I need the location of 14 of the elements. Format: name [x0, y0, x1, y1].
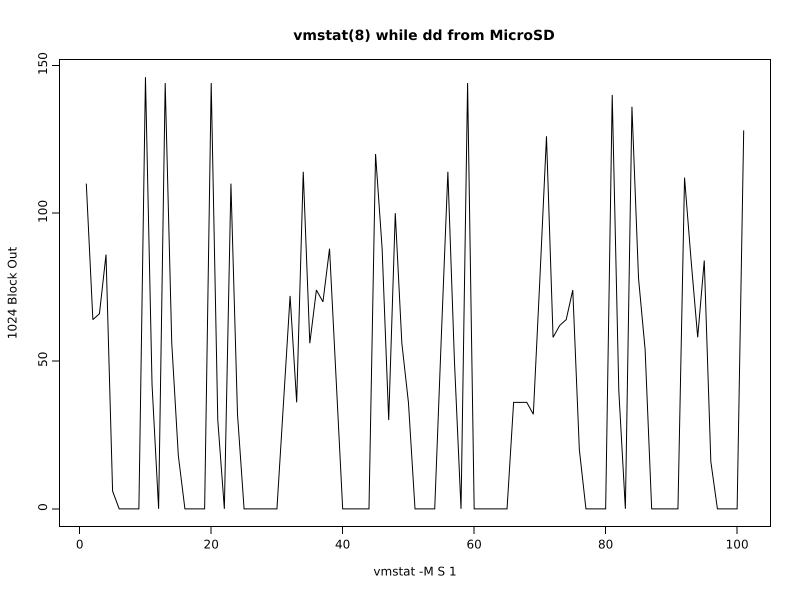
y-tick-label: 150: [36, 52, 50, 75]
x-tick-label: 100: [726, 537, 749, 552]
y-axis-title: 1024 Block Out: [6, 246, 20, 340]
x-tick-label: 80: [598, 537, 614, 552]
x-tick-label: 40: [335, 537, 350, 552]
x-tick-label: 0: [76, 537, 84, 552]
chart-title: vmstat(8) while dd from MicroSD: [293, 28, 555, 44]
x-tick-label: 60: [466, 537, 482, 552]
y-tick-label: 50: [36, 352, 50, 367]
x-axis-title: vmstat -M S 1: [373, 564, 457, 578]
x-tick-label: 20: [204, 537, 219, 552]
y-tick-label: 100: [36, 200, 50, 223]
y-tick-label: 0: [36, 503, 50, 511]
line-series: [86, 76, 744, 510]
